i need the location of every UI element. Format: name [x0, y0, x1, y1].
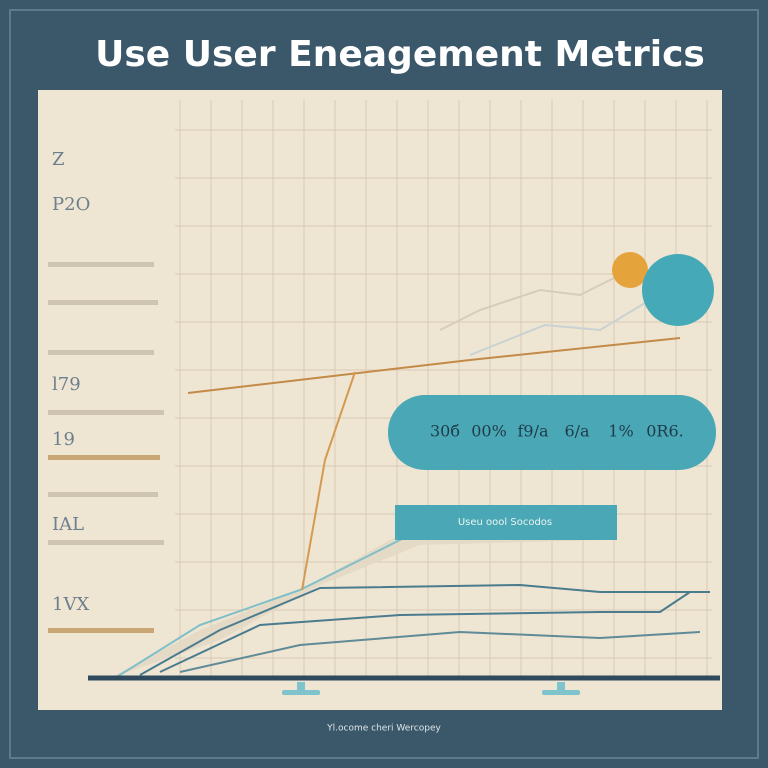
- pill-item: 1%: [608, 422, 633, 441]
- teal-circle: [642, 254, 714, 326]
- pill-item: f9/a: [517, 422, 548, 441]
- orange-circle: [612, 252, 648, 288]
- pill-items: 30б 00% f9/a 6/a 1% 0R6.: [430, 422, 684, 441]
- lines: [114, 264, 710, 679]
- pill-item: 30б: [430, 422, 460, 441]
- pill-item: 00%: [471, 422, 507, 441]
- grid: [175, 100, 712, 678]
- stands: [282, 682, 580, 695]
- banner: [395, 505, 617, 540]
- side-label: 1VX: [52, 594, 89, 615]
- footer-caption: Yl.ocome cheri Wercopey: [326, 724, 441, 734]
- title: Use User Eneagement Metrics: [95, 34, 705, 75]
- frame: [9, 9, 759, 759]
- pill: [388, 395, 716, 470]
- pill-item: 0R6.: [646, 422, 684, 441]
- side-bars: [48, 262, 164, 633]
- side-label: IAL: [52, 514, 84, 535]
- side-labels: Z P2O l79 19 IAL 1VX: [52, 149, 90, 615]
- side-label: Z: [52, 149, 65, 170]
- side-label: P2O: [52, 194, 90, 215]
- pill-item: 6/a: [564, 422, 590, 441]
- side-label: 19: [52, 429, 75, 450]
- banner-label: Useu oool Socodos: [458, 517, 552, 528]
- side-label: l79: [52, 374, 81, 395]
